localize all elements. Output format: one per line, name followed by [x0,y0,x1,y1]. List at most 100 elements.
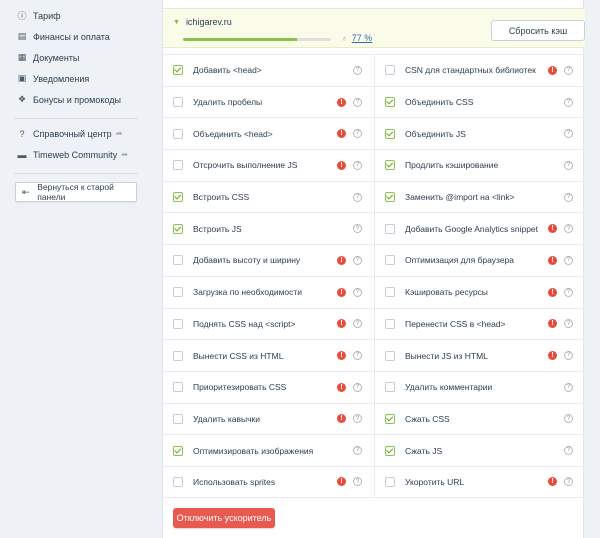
option-checkbox[interactable] [385,160,395,171]
option-checkbox[interactable] [385,97,395,108]
option-checkbox[interactable] [173,413,183,424]
help-icon[interactable]: ? [564,224,573,234]
warning-icon[interactable]: ! [337,477,346,487]
option-label[interactable]: Продлить кэширование [405,160,499,171]
option-checkbox[interactable] [173,97,183,108]
help-icon[interactable]: ? [353,319,362,329]
warning-icon[interactable]: ! [548,255,557,265]
clear-cache-button[interactable]: Сбросить кэш [491,20,585,41]
option-label[interactable]: Оптимизация для браузера [405,255,514,266]
warning-icon[interactable]: ! [337,319,346,329]
option-checkbox[interactable] [173,223,183,234]
option-label[interactable]: Сжать CSS [405,413,450,424]
help-icon[interactable]: ? [353,160,362,170]
warning-icon[interactable]: ! [337,414,346,424]
warning-icon[interactable]: ! [337,129,346,139]
option-label[interactable]: Приоритезировать CSS [193,382,287,393]
help-icon[interactable]: ? [564,319,573,329]
option-checkbox[interactable] [173,318,183,329]
disable-accelerator-button[interactable]: Отключить ускоритель [173,508,275,528]
help-icon[interactable]: ? [353,192,362,202]
option-label[interactable]: Встроить CSS [193,192,250,203]
warning-icon[interactable]: ! [548,477,557,487]
option-checkbox[interactable] [385,476,395,487]
option-label[interactable]: Объединить <head> [193,128,273,139]
help-icon[interactable]: ? [564,414,573,424]
option-label[interactable]: Сжать JS [405,445,443,456]
option-checkbox[interactable] [385,318,395,329]
warning-icon[interactable]: ! [548,287,557,297]
option-label[interactable]: Встроить JS [193,223,242,234]
warning-icon[interactable]: ! [548,224,557,234]
option-checkbox[interactable] [385,350,395,361]
option-checkbox[interactable] [385,287,395,298]
warning-icon[interactable]: ! [337,382,346,392]
option-label[interactable]: Удалить кавычки [193,413,260,424]
option-checkbox[interactable] [173,445,183,456]
option-checkbox[interactable] [385,223,395,234]
option-checkbox[interactable] [173,382,183,393]
option-label[interactable]: Добавить высоту и ширину [193,255,301,266]
help-icon[interactable]: ? [564,160,573,170]
help-icon[interactable]: ? [564,446,573,456]
option-checkbox[interactable] [173,160,183,171]
option-label[interactable]: Поднять CSS над <script> [193,318,296,329]
warning-icon[interactable]: ! [337,97,346,107]
sidebar-item-gift[interactable]: ❖ Бонусы и промокоды [0,89,150,110]
option-label[interactable]: Объединить JS [405,128,466,139]
help-icon[interactable]: ? [353,351,362,361]
option-label[interactable]: Удалить пробелы [193,97,263,108]
help-icon[interactable]: ? [564,255,573,265]
option-label[interactable]: Добавить Google Analytics snippet [405,223,539,234]
option-label[interactable]: CSN для стандартных библиотек [405,65,536,76]
option-checkbox[interactable] [385,128,395,139]
help-icon[interactable]: ? [353,382,362,392]
warning-icon[interactable]: ! [548,65,557,75]
option-label[interactable]: Использовать sprites [193,476,276,487]
sidebar-item-help[interactable]: ? Справочный центр ➦ [0,123,150,144]
option-checkbox[interactable] [173,287,183,298]
warning-icon[interactable]: ! [548,351,557,361]
optimization-score[interactable]: ♁ 77 % [341,33,372,43]
sidebar-item-wallet[interactable]: ▤ Финансы и оплата [0,26,150,47]
option-checkbox[interactable] [173,255,183,266]
option-checkbox[interactable] [173,128,183,139]
option-checkbox[interactable] [385,445,395,456]
back-to-old-panel-button[interactable]: ⇤ Вернуться к старой панели [15,182,137,202]
option-checkbox[interactable] [385,382,395,393]
help-icon[interactable]: ? [564,287,573,297]
option-label[interactable]: Добавить <head> [193,65,262,76]
sidebar-item-chat[interactable]: ▬ Timeweb Community ➦ [0,144,150,165]
option-checkbox[interactable] [173,192,183,203]
option-checkbox[interactable] [173,476,183,487]
option-label[interactable]: Отсрочить выполнение JS [193,160,298,171]
sidebar-item-info[interactable]: ⓘ Тариф [0,5,150,26]
help-icon[interactable]: ? [564,351,573,361]
option-label[interactable]: Перенести CSS в <head> [405,318,506,329]
help-icon[interactable]: ? [353,255,362,265]
help-icon[interactable]: ? [353,287,362,297]
help-icon[interactable]: ? [564,97,573,107]
option-checkbox[interactable] [385,413,395,424]
help-icon[interactable]: ? [353,477,362,487]
help-icon[interactable]: ? [564,477,573,487]
help-icon[interactable]: ? [353,97,362,107]
warning-icon[interactable]: ! [337,255,346,265]
option-checkbox[interactable] [385,255,395,266]
help-icon[interactable]: ? [564,382,573,392]
option-label[interactable]: Объединить CSS [405,97,474,108]
help-icon[interactable]: ? [353,414,362,424]
site-toggle[interactable]: ▼ ichigarev.ru [173,17,232,27]
option-label[interactable]: Удалить комментарии [405,382,493,393]
option-label[interactable]: Оптимизировать изображения [193,445,314,456]
help-icon[interactable]: ? [353,65,362,75]
sidebar-item-notifications[interactable]: ▣ Уведомления [0,68,150,89]
sidebar-item-documents[interactable]: ▦ Документы [0,47,150,68]
warning-icon[interactable]: ! [337,351,346,361]
option-checkbox[interactable] [385,65,395,76]
option-label[interactable]: Вынести CSS из HTML [193,350,284,361]
help-icon[interactable]: ? [564,129,573,139]
option-label[interactable]: Кэшировать ресурсы [405,287,488,298]
help-icon[interactable]: ? [353,224,362,234]
option-label[interactable]: Заменить @import на <link> [405,192,515,203]
